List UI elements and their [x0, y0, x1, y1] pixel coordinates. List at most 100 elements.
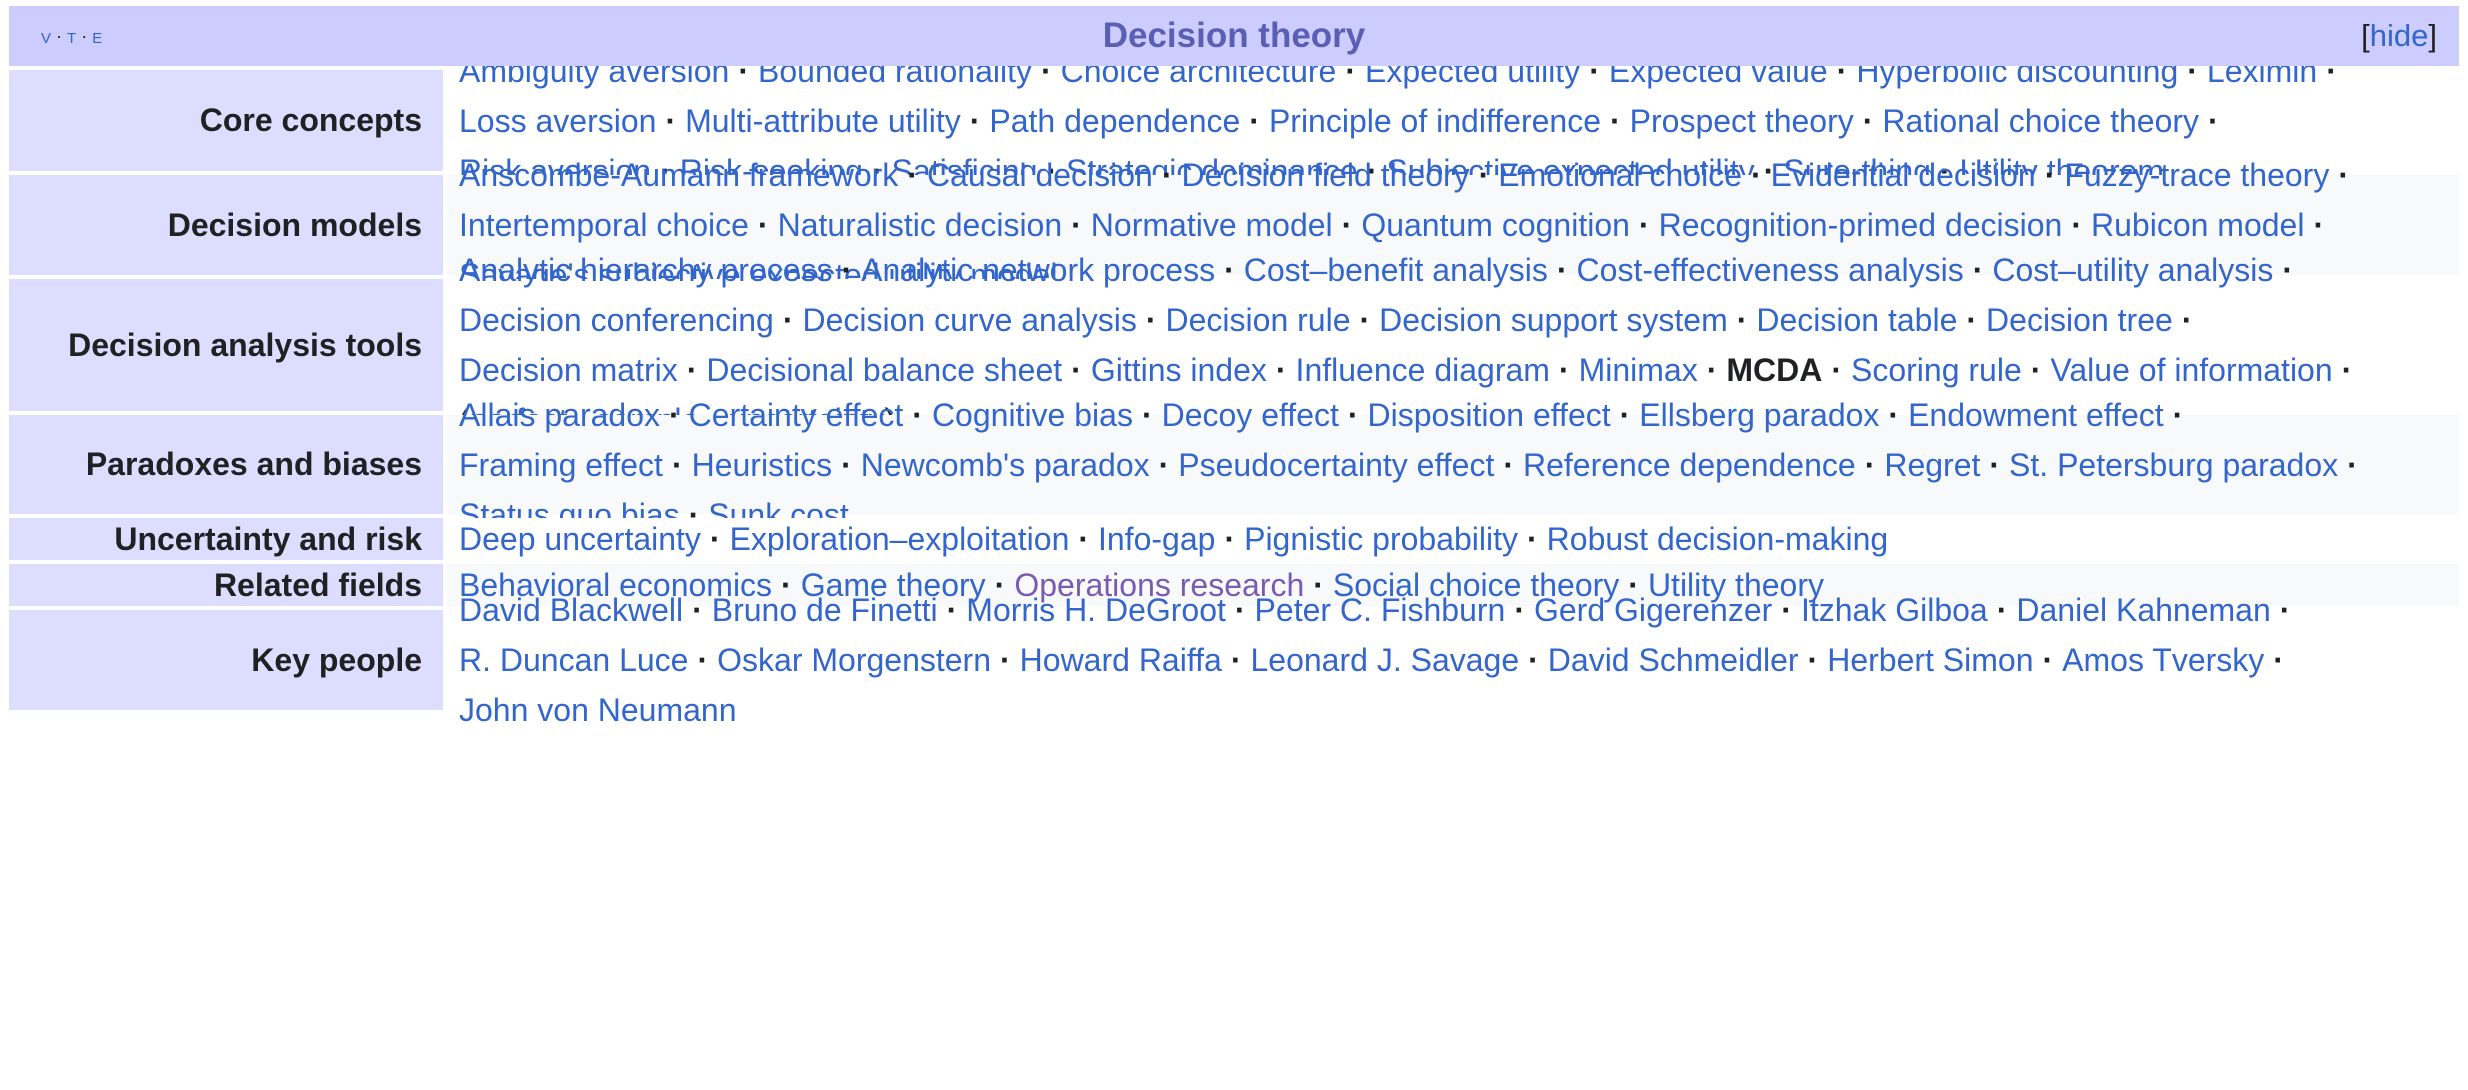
- list-separator: ·: [2030, 352, 2042, 388]
- list-separator: ·: [841, 446, 852, 483]
- link-analytic-network-process[interactable]: Analytic network process: [861, 252, 1216, 288]
- list-separator: ·: [1558, 352, 1570, 388]
- link-pseudocertainty-effect[interactable]: Pseudocertainty effect: [1178, 446, 1495, 483]
- link-deep-uncertainty[interactable]: Deep uncertainty: [459, 521, 701, 557]
- link-loss-aversion[interactable]: Loss aversion: [459, 102, 657, 139]
- list-separator: ·: [1071, 352, 1082, 388]
- link-emotional-choice[interactable]: Emotional choice: [1498, 157, 1742, 193]
- link-value-of-information[interactable]: Value of information: [2050, 352, 2333, 388]
- list-separator: ·: [2313, 207, 2325, 243]
- link-intertemporal-choice[interactable]: Intertemporal choice: [459, 207, 749, 243]
- vte-separator: ·: [56, 25, 64, 46]
- group-list: Allais paradox · Certainty effect · Cognitiv…: [447, 397, 2459, 533]
- link-cost-utility-analysis[interactable]: Cost–utility analysis: [1992, 252, 2274, 288]
- link-multi-attribute-utility[interactable]: Multi-attribute utility: [685, 102, 961, 139]
- link-recognition-primed-decision[interactable]: Recognition-primed decision: [1658, 207, 2063, 243]
- link-fuzzy-trace-theory[interactable]: Fuzzy-trace theory: [2064, 157, 2330, 193]
- link-morris-h-degroot[interactable]: Morris H. DeGroot: [966, 592, 1226, 628]
- link-minimax[interactable]: Minimax: [1578, 352, 1698, 388]
- link-cost-effectiveness-analysis[interactable]: Cost-effectiveness analysis: [1576, 252, 1964, 288]
- link-gerd-gigerenzer[interactable]: Gerd Gigerenzer: [1533, 592, 1773, 628]
- link-analytic-hierarchy-process[interactable]: Analytic hierarchy process: [459, 252, 833, 288]
- link-anscombe-aumann-framework[interactable]: Anscombe-Aumann framework: [459, 157, 899, 193]
- list-line: Anscombe-Aumann framework · Causal decisio…: [459, 150, 2447, 200]
- link-rational-choice-theory[interactable]: Rational choice theory: [1882, 102, 2200, 139]
- link-influence-diagram[interactable]: Influence diagram: [1295, 352, 1550, 388]
- list-line: Decision matrix · Decisional balance sheet…: [459, 345, 2447, 395]
- link-rubicon-model[interactable]: Rubicon model: [2091, 207, 2305, 243]
- link-r-duncan-luce[interactable]: R. Duncan Luce: [459, 642, 689, 678]
- link-allais-paradox[interactable]: Allais paradox: [459, 396, 660, 433]
- link-itzhak-gilboa[interactable]: Itzhak Gilboa: [1800, 592, 1988, 628]
- link-evidential-decision[interactable]: Evidential decision: [1770, 157, 2036, 193]
- link-st-petersburg-paradox[interactable]: St. Petersburg paradox: [2009, 446, 2339, 483]
- link-john-von-neumann[interactable]: John von Neumann: [459, 692, 737, 728]
- link-disposition-effect[interactable]: Disposition effect: [1367, 396, 1611, 433]
- list-separator: ·: [665, 102, 677, 139]
- link-decisional-balance-sheet[interactable]: Decisional balance sheet: [706, 352, 1063, 388]
- list-separator: ·: [1234, 592, 1246, 628]
- list-separator: ·: [907, 157, 918, 193]
- link-cognitive-bias[interactable]: Cognitive bias: [931, 396, 1133, 433]
- link-pignistic-probability[interactable]: Pignistic probability: [1244, 521, 1518, 557]
- list-separator: ·: [692, 592, 703, 628]
- link-david-blackwell[interactable]: David Blackwell: [459, 592, 684, 628]
- link-decision-table[interactable]: Decision table: [1756, 302, 1958, 338]
- link-decision-curve-analysis[interactable]: Decision curve analysis: [802, 302, 1137, 338]
- link-exploration-exploitation[interactable]: Exploration–exploitation: [729, 521, 1070, 557]
- link-certainty-effect[interactable]: Certainty effect: [688, 396, 904, 433]
- link-decision-field-theory[interactable]: Decision field theory: [1181, 157, 1470, 193]
- link-principle-of-indifference[interactable]: Principle of indifference: [1268, 102, 1601, 139]
- link-daniel-kahneman[interactable]: Daniel Kahneman: [2016, 592, 2271, 628]
- link-ellsberg-paradox[interactable]: Ellsberg paradox: [1639, 396, 1880, 433]
- hide-toggle[interactable]: hide: [2369, 18, 2429, 53]
- link-causal-decision[interactable]: Causal decision: [926, 157, 1153, 193]
- link-robust-decision-making[interactable]: Robust decision-making: [1546, 521, 1889, 557]
- link-behavioral-economics[interactable]: Behavioral economics: [459, 567, 773, 603]
- link-howard-raiffa[interactable]: Howard Raiffa: [1019, 642, 1222, 678]
- link-path-dependence[interactable]: Path dependence: [989, 102, 1241, 139]
- link-normative-model[interactable]: Normative model: [1090, 207, 1333, 243]
- link-reference-dependence[interactable]: Reference dependence: [1522, 446, 1856, 483]
- link-decision-tree[interactable]: Decision tree: [1986, 302, 2173, 338]
- link-scoring-rule[interactable]: Scoring rule: [1851, 352, 2022, 388]
- link-leonard-j-savage[interactable]: Leonard J. Savage: [1250, 642, 1520, 678]
- link-decision-conferencing[interactable]: Decision conferencing: [459, 302, 774, 338]
- link-game-theory[interactable]: Game theory: [800, 567, 986, 603]
- talk-template-link[interactable]: t: [67, 23, 78, 48]
- link-gittins-index[interactable]: Gittins index: [1090, 352, 1267, 388]
- link-peter-c-fishburn[interactable]: Peter C. Fishburn: [1254, 592, 1506, 628]
- link-decision-rule[interactable]: Decision rule: [1165, 302, 1351, 338]
- link-quantum-cognition[interactable]: Quantum cognition: [1361, 207, 1630, 243]
- vte-links: v · t · e: [41, 6, 103, 66]
- link-prospect-theory[interactable]: Prospect theory: [1629, 102, 1854, 139]
- link-naturalistic-decision[interactable]: Naturalistic decision: [777, 207, 1063, 243]
- link-oskar-morgenstern[interactable]: Oskar Morgenstern: [717, 642, 991, 678]
- link-framing-effect[interactable]: Framing effect: [459, 446, 663, 483]
- link-regret[interactable]: Regret: [1884, 446, 1981, 483]
- list-separator: ·: [669, 396, 680, 433]
- link-amos-tversky[interactable]: Amos Tversky: [2062, 642, 2265, 678]
- link-newcomb-s-paradox[interactable]: Newcomb's paradox: [860, 446, 1150, 483]
- link-decision-support-system[interactable]: Decision support system: [1379, 302, 1728, 338]
- link-utility-theory[interactable]: Utility theory: [1647, 567, 1824, 603]
- group-label: Decision models: [9, 175, 443, 275]
- link-decoy-effect[interactable]: Decoy effect: [1161, 396, 1339, 433]
- link-cost-benefit-analysis[interactable]: Cost–benefit analysis: [1243, 252, 1548, 288]
- link-info-gap[interactable]: Info-gap: [1098, 521, 1216, 557]
- list-separator: ·: [1224, 252, 1235, 288]
- link-david-schmeidler[interactable]: David Schmeidler: [1547, 642, 1799, 678]
- link-bruno-de-finetti[interactable]: Bruno de Finetti: [711, 592, 938, 628]
- view-template-link[interactable]: v: [41, 23, 53, 48]
- link-herbert-simon[interactable]: Herbert Simon: [1827, 642, 2034, 678]
- navbox-row-key-people: Key people David Blackwell · Bruno de Finet…: [9, 592, 2459, 728]
- link-endowment-effect[interactable]: Endowment effect: [1908, 396, 2164, 433]
- link-heuristics[interactable]: Heuristics: [691, 446, 833, 483]
- link-social-choice-theory[interactable]: Social choice theory: [1332, 567, 1620, 603]
- navbox-row-decision-analysis-tools: Decision analysis tools Analytic hierarch…: [9, 252, 2459, 438]
- link-operations-research[interactable]: Operations research: [1014, 567, 1305, 603]
- link-decision-matrix[interactable]: Decision matrix: [459, 352, 678, 388]
- list-separator: ·: [1736, 302, 1748, 338]
- list-separator: ·: [1078, 521, 1090, 557]
- edit-template-link[interactable]: e: [92, 23, 104, 48]
